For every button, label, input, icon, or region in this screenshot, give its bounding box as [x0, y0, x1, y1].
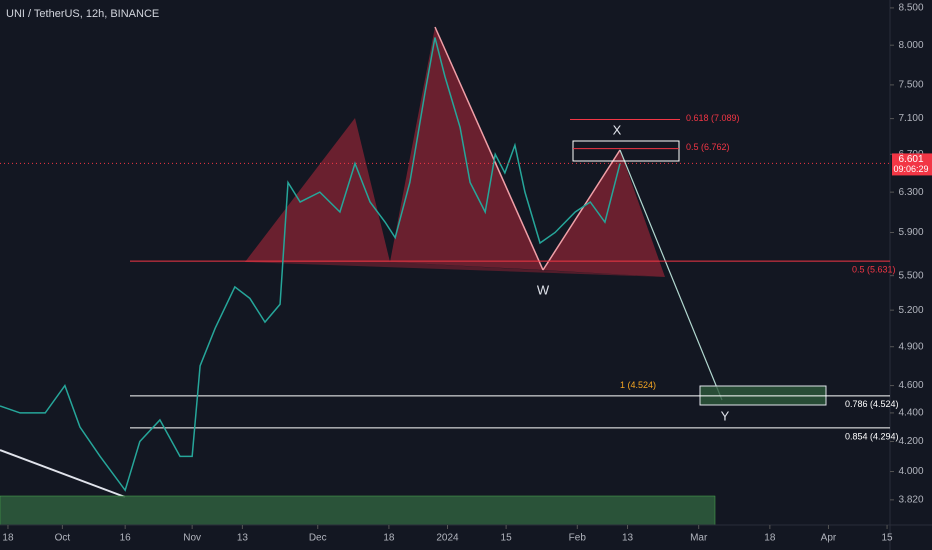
x-tick-label: 18 — [2, 533, 14, 544]
y-tick-label: 7.500 — [898, 80, 923, 91]
projection-line — [619, 149, 723, 401]
chart-title: UNI / TetherUS, 12h, BINANCE — [6, 8, 159, 20]
y-tick-label: 4.200 — [898, 436, 923, 447]
y-tick-label: 5.500 — [898, 270, 923, 281]
y-tick-label: 8.500 — [898, 3, 923, 14]
y-tick-label: 4.400 — [898, 408, 923, 419]
price-line — [0, 37, 621, 492]
reversal-zone — [572, 140, 680, 162]
pattern-base — [245, 262, 665, 277]
x-tick-label: Apr — [821, 533, 837, 544]
x-tick-label: 15 — [882, 533, 894, 544]
level-label: 0.5 (5.631) — [852, 265, 896, 275]
x-tick-label: Oct — [55, 533, 71, 544]
y-tick-label: 4.900 — [898, 341, 923, 352]
level-label: 1 (4.524) — [620, 380, 656, 390]
level-label: 0.786 (4.524) — [845, 399, 899, 409]
pattern-triangle — [543, 150, 665, 277]
point-label: W — [537, 282, 550, 297]
pattern-triangle — [245, 118, 390, 262]
x-tick-label: 13 — [622, 533, 634, 544]
y-tick-label: 7.100 — [898, 113, 923, 124]
x-tick-label: 16 — [120, 533, 132, 544]
x-tick-label: Mar — [690, 533, 708, 544]
point-label: Y — [721, 408, 730, 423]
demand-zone — [0, 495, 716, 526]
x-tick-label: Feb — [569, 533, 587, 544]
price-tag — [892, 153, 932, 176]
price-tag-label: 6.601 — [898, 154, 923, 165]
y-tick-label: 8.000 — [898, 40, 923, 51]
x-tick-label: Dec — [309, 533, 327, 544]
point-label: X — [613, 122, 622, 137]
y-tick-label: 6.300 — [898, 187, 923, 198]
x-tick-label: Nov — [183, 533, 201, 544]
y-tick-label: 5.200 — [898, 305, 923, 316]
x-tick-label: 18 — [383, 533, 395, 544]
y-tick-label: 4.600 — [898, 380, 923, 391]
x-tick-label: 18 — [764, 533, 776, 544]
pattern-triangle — [390, 27, 543, 270]
level-label: 0.5 (6.762) — [686, 142, 730, 152]
x-tick-label: 15 — [501, 533, 513, 544]
level-label: 0.618 (7.089) — [686, 113, 740, 123]
pattern-leg — [434, 26, 544, 271]
x-tick-label: 13 — [237, 533, 249, 544]
y-tick-label: 5.900 — [898, 227, 923, 238]
trend-line — [0, 449, 126, 498]
y-tick-label: 3.820 — [898, 494, 923, 505]
x-tick-label: 2024 — [436, 533, 459, 544]
level-label: 0.854 (4.294) — [845, 431, 899, 441]
countdown-label: 09:06:29 — [893, 164, 928, 174]
y-tick-label: 4.000 — [898, 466, 923, 477]
pattern-leg — [542, 149, 621, 271]
